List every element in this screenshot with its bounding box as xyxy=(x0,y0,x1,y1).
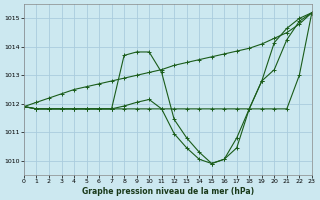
X-axis label: Graphe pression niveau de la mer (hPa): Graphe pression niveau de la mer (hPa) xyxy=(82,187,254,196)
